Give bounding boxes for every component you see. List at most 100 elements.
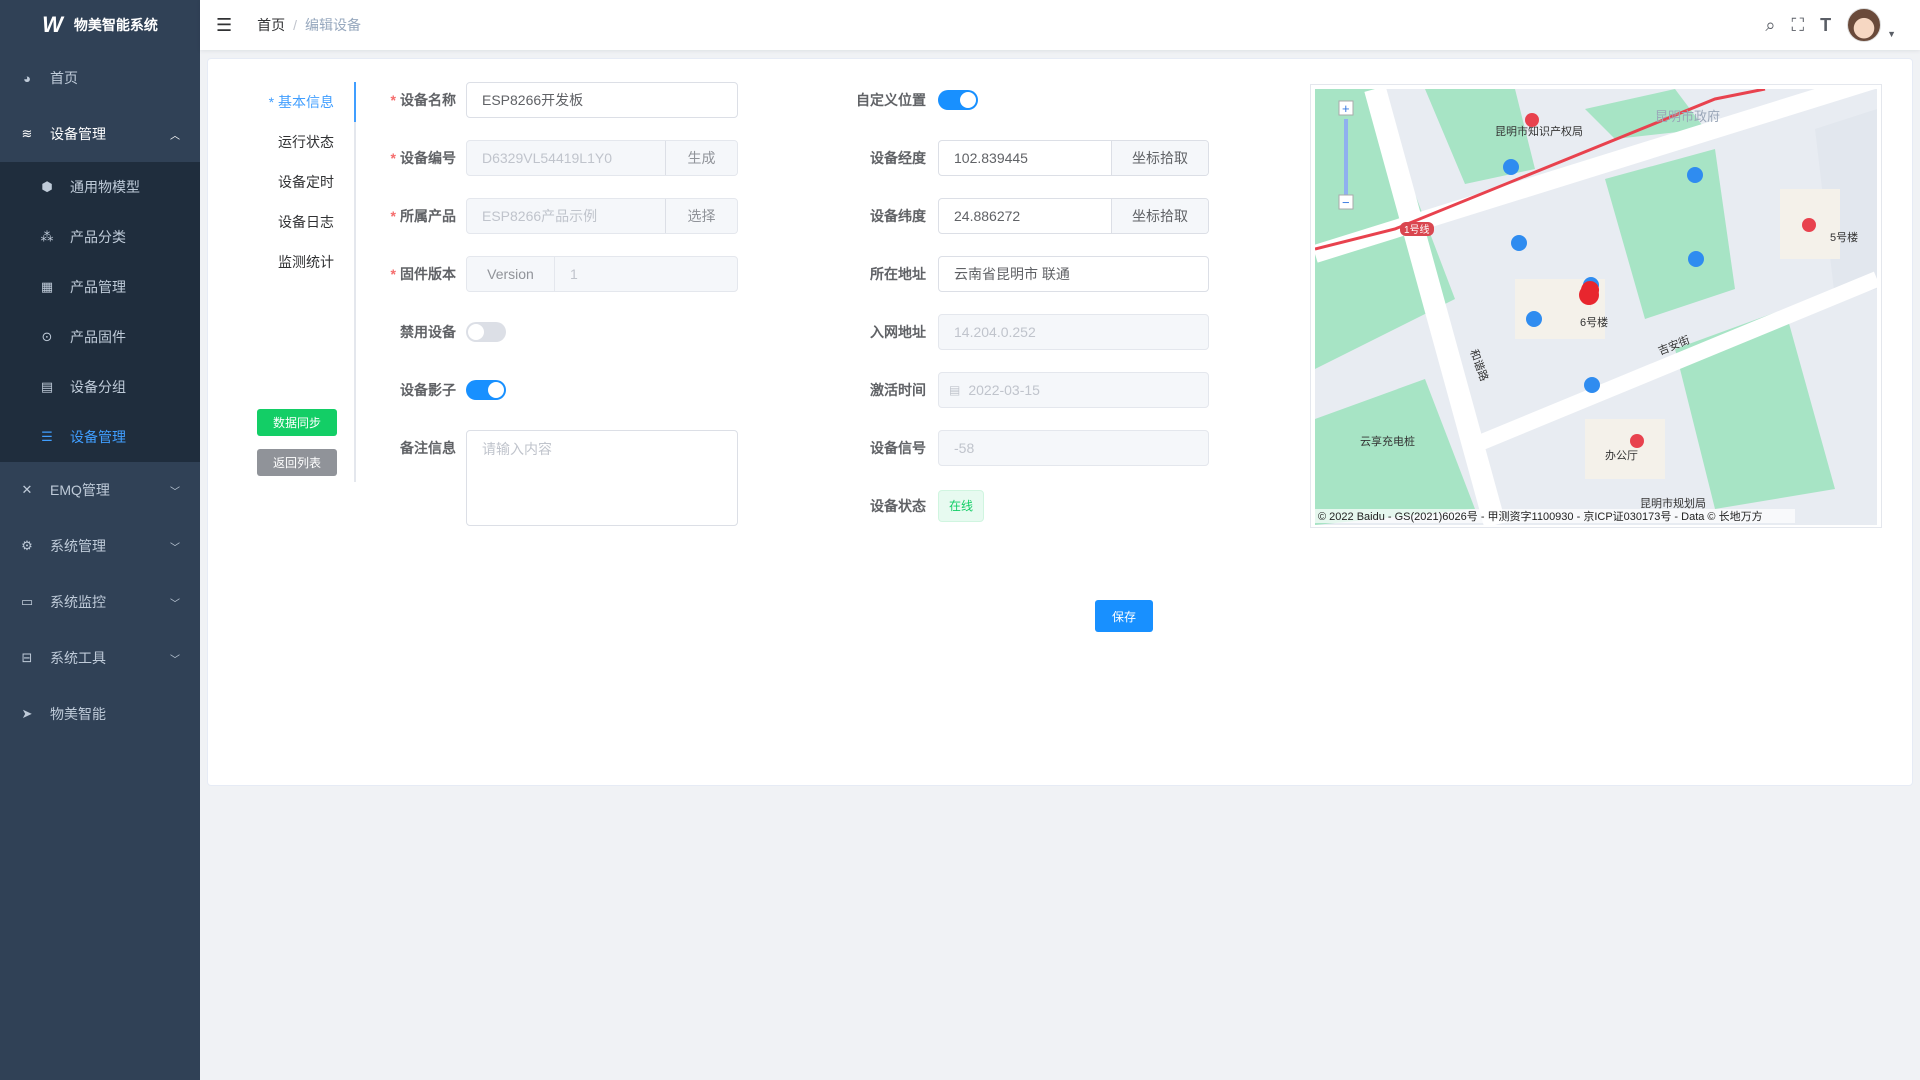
sidebar-item-device-list[interactable]: ☰ 设备管理 bbox=[0, 412, 200, 462]
custom-location-label: 自定义位置 bbox=[856, 92, 926, 108]
fullscreen-icon[interactable]: ⛶ bbox=[1791, 14, 1805, 35]
map[interactable]: 1号线 昆明市政府 昆明市知识产权局 6号楼 5号楼 吉安街 和谐路 云享充电桩… bbox=[1310, 84, 1882, 528]
input-value: ESP8266产品示例 bbox=[482, 208, 598, 224]
menu-label: 通用物模型 bbox=[70, 179, 140, 195]
sidebar-item-product-category[interactable]: ⁂ 产品分类 bbox=[0, 212, 200, 262]
sidebar-item-thing-model[interactable]: ⬢ 通用物模型 bbox=[0, 162, 200, 212]
signal-label: 设备信号 bbox=[870, 440, 926, 456]
firmware-label: * 固件版本 bbox=[390, 266, 456, 282]
tab-running-status[interactable]: 运行状态 bbox=[278, 134, 334, 150]
sidebar-item-wumei[interactable]: ➤ 物美智能 bbox=[0, 689, 200, 739]
zoom-in-button bbox=[1338, 100, 1354, 116]
remark-textarea[interactable]: 请输入内容 bbox=[466, 430, 738, 526]
active-tab-indicator bbox=[354, 82, 356, 122]
metro-line-label-bg bbox=[1400, 222, 1434, 236]
logo[interactable]: W 物美智能系统 bbox=[0, 0, 200, 50]
poi-icon bbox=[1802, 218, 1816, 232]
map-label: 云享充电桩 bbox=[1360, 434, 1415, 448]
parking-icon bbox=[1687, 167, 1703, 183]
latitude-label: 设备纬度 bbox=[870, 208, 926, 224]
poi-icon bbox=[1525, 113, 1539, 127]
firmware-input[interactable]: Version 1 bbox=[466, 256, 738, 292]
sidebar-item-home[interactable]: ◕ 首页 bbox=[0, 53, 200, 103]
search-icon[interactable]: ⌕ bbox=[1765, 14, 1776, 35]
parking-icons bbox=[1503, 159, 1704, 393]
parking-icon bbox=[1526, 311, 1542, 327]
remark-label: 备注信息 bbox=[400, 440, 456, 456]
custom-location-switch[interactable] bbox=[938, 90, 978, 110]
map-label: 6号楼 bbox=[1580, 315, 1608, 329]
cube-icon: ⬢ bbox=[41, 179, 53, 194]
map-label: 办公厅 bbox=[1605, 449, 1638, 462]
input-value: -58 bbox=[954, 440, 975, 456]
calendar-icon: ▤ bbox=[949, 383, 961, 397]
avatar[interactable] bbox=[1847, 8, 1882, 42]
grid-icon: ▦ bbox=[40, 279, 54, 294]
network-address-input[interactable]: 14.204.0.252 bbox=[938, 314, 1209, 350]
longitude-input[interactable]: 102.839445 坐标拾取 bbox=[938, 140, 1209, 176]
parking-icon bbox=[1584, 377, 1600, 393]
monitor-icon: ▭ bbox=[20, 594, 34, 609]
longitude-label: 设备经度 bbox=[870, 150, 926, 166]
menu-label: 系统监控 bbox=[50, 594, 106, 610]
sidebar: W 物美智能系统 ◕ 首页 ≋ 设备管理 ︿ ⬢ 通用物模型 ⁂ 产品分类 ▦ 产品管理 ⊙… bbox=[0, 0, 200, 1080]
parking-icon bbox=[1688, 251, 1704, 267]
sidebar-item-tools[interactable]: ⊟ 系统工具 ﹀ bbox=[0, 633, 200, 683]
device-name-input[interactable]: ESP8266开发板 bbox=[466, 82, 738, 118]
sidebar-item-device-group[interactable]: ▤ 设备分组 bbox=[0, 362, 200, 412]
parking-icon bbox=[1511, 235, 1527, 251]
tab-device-timer[interactable]: 设备定时 bbox=[278, 174, 334, 190]
placeholder: 请输入内容 bbox=[482, 441, 552, 457]
disable-device-switch[interactable] bbox=[466, 322, 506, 342]
input-value: D6329VL54419L1Y0 bbox=[482, 150, 613, 166]
zoom-slider bbox=[1344, 119, 1348, 195]
sidebar-item-product-firmware[interactable]: ⊙ 产品固件 bbox=[0, 312, 200, 362]
input-value: ESP8266开发板 bbox=[482, 92, 584, 108]
pick-longitude-button[interactable]: 坐标拾取 bbox=[1111, 141, 1208, 175]
svg-text:+: + bbox=[1342, 101, 1350, 116]
tab-basic-info[interactable]: * 基本信息 bbox=[268, 94, 334, 110]
metro-line-1 bbox=[1315, 89, 1766, 251]
menu-label: 产品管理 bbox=[70, 279, 126, 295]
latitude-input[interactable]: 24.886272 坐标拾取 bbox=[938, 198, 1209, 234]
breadcrumb-separator: / bbox=[293, 17, 298, 33]
generate-button[interactable]: 生成 bbox=[665, 141, 737, 175]
activation-time-input[interactable]: ▤ 2022-03-15 bbox=[938, 372, 1209, 408]
toolbox-icon: ⊟ bbox=[21, 650, 33, 665]
zoom-out-button bbox=[1338, 194, 1354, 210]
save-button[interactable]: 保存 bbox=[1095, 600, 1153, 632]
sync-data-button[interactable]: 数据同步 bbox=[257, 409, 337, 436]
address-input[interactable]: 云南省昆明市 联通 bbox=[938, 256, 1209, 292]
tree-icon: ⁂ bbox=[40, 229, 54, 244]
product-input[interactable]: ESP8266产品示例 选择 bbox=[466, 198, 738, 234]
device-serial-input[interactable]: D6329VL54419L1Y0 生成 bbox=[466, 140, 738, 176]
device-shadow-switch[interactable] bbox=[466, 380, 506, 400]
select-product-button[interactable]: 选择 bbox=[665, 199, 737, 233]
dashboard-icon: ◕ bbox=[23, 70, 31, 86]
sidebar-item-system[interactable]: ⚙ 系统管理 ﹀ bbox=[0, 521, 200, 571]
signal-input[interactable]: -58 bbox=[938, 430, 1209, 466]
map-label: 1号线 bbox=[1404, 223, 1430, 236]
parking-icon bbox=[1503, 159, 1519, 175]
emq-icon: ✕ bbox=[21, 482, 33, 497]
menu-label: 产品分类 bbox=[70, 229, 126, 245]
font-size-icon[interactable]: T bbox=[1820, 14, 1832, 35]
back-to-list-button[interactable]: 返回列表 bbox=[257, 449, 337, 476]
sidebar-item-monitor[interactable]: ▭ 系统监控 ﹀ bbox=[0, 577, 200, 627]
firmware-icon: ⊙ bbox=[41, 329, 53, 344]
tab-device-log[interactable]: 设备日志 bbox=[278, 214, 334, 230]
input-value: 云南省昆明市 联通 bbox=[954, 266, 1070, 282]
breadcrumb-current: 编辑设备 bbox=[305, 17, 362, 33]
menu-label: 系统工具 bbox=[50, 650, 106, 666]
hamburger-icon[interactable]: ☰ bbox=[216, 14, 233, 35]
sidebar-item-emq[interactable]: ✕ EMQ管理 ﹀ bbox=[0, 465, 200, 515]
group-icon: ▤ bbox=[40, 379, 54, 394]
pick-latitude-button[interactable]: 坐标拾取 bbox=[1111, 199, 1208, 233]
tab-monitor-stats[interactable]: 监测统计 bbox=[278, 254, 334, 270]
caret-down-icon[interactable]: ▼ bbox=[1887, 29, 1896, 39]
input-value: 14.204.0.252 bbox=[954, 324, 1036, 340]
input-value: 1 bbox=[570, 266, 578, 282]
sidebar-item-device-management[interactable]: ≋ 设备管理 ︿ bbox=[0, 109, 200, 159]
breadcrumb-home[interactable]: 首页 bbox=[257, 17, 286, 33]
sidebar-item-product-management[interactable]: ▦ 产品管理 bbox=[0, 262, 200, 312]
